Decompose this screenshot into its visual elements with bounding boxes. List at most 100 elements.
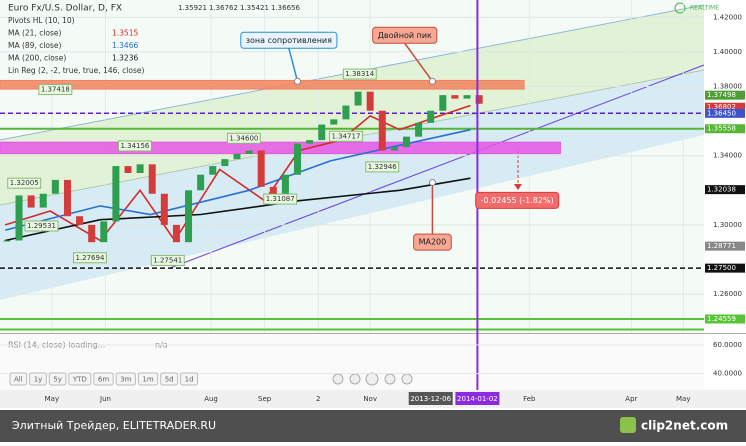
- zone: [0, 79, 525, 90]
- candle: [148, 164, 156, 194]
- ohlc-value: 1.36656: [271, 4, 300, 12]
- annotation-text: -0.02455 (-1.82%): [481, 196, 554, 205]
- indicator-value: 1.3466: [112, 41, 138, 50]
- annotation-box: [475, 191, 560, 209]
- level-label: 1.27694: [72, 252, 107, 264]
- level-label-box: [226, 132, 261, 144]
- range-button[interactable]: 1y: [29, 372, 47, 386]
- level-label-text: 1.32005: [10, 179, 39, 187]
- candle: [427, 110, 435, 123]
- y-tick-label: 1.26000: [713, 290, 742, 298]
- logo-icon: [620, 417, 636, 433]
- candle: [354, 91, 362, 106]
- range-button-label[interactable]: All: [14, 376, 23, 384]
- level-label-box: [7, 177, 42, 189]
- range-button-box[interactable]: [29, 372, 47, 386]
- nav-button[interactable]: [332, 373, 344, 385]
- x-tick-label: 2: [316, 395, 320, 403]
- candle: [209, 166, 217, 175]
- chart-title: Euro Fx/U.S. Dollar, D, FX: [8, 4, 122, 14]
- range-button-box[interactable]: [9, 372, 28, 386]
- price-label-box: [705, 108, 745, 118]
- range-button-box[interactable]: [68, 372, 92, 386]
- x-tick-label: Feb: [523, 395, 536, 403]
- date-mark: 2013-12-06: [410, 395, 451, 403]
- annotation-text: MA200: [419, 238, 447, 247]
- nav-button[interactable]: [365, 372, 379, 386]
- y-tick-label: 1.30000: [713, 221, 742, 229]
- range-button-label[interactable]: 3m: [120, 376, 131, 384]
- range-button-box[interactable]: [48, 372, 67, 386]
- candle: [245, 150, 253, 154]
- price-axis: [704, 0, 746, 408]
- price-label: 1.32038: [707, 186, 736, 194]
- nav-button[interactable]: [384, 373, 396, 385]
- range-button-label[interactable]: 1y: [34, 376, 43, 384]
- price-label: 1.36802: [707, 103, 736, 111]
- range-button[interactable]: 1d: [180, 372, 199, 386]
- date-mark: 2014-01-02: [457, 395, 498, 403]
- candle: [366, 91, 374, 111]
- candle: [306, 140, 314, 144]
- range-button-label[interactable]: YTD: [72, 376, 87, 384]
- range-button-box[interactable]: [160, 372, 179, 386]
- nav-button[interactable]: [349, 373, 361, 385]
- nav-controls[interactable]: [332, 372, 413, 386]
- annotation-box: [372, 26, 438, 44]
- range-button-box[interactable]: [180, 372, 199, 386]
- range-button-label[interactable]: 5y: [53, 376, 62, 384]
- y-tick-label: 1.42000: [713, 13, 742, 21]
- candle: [27, 195, 35, 208]
- range-button[interactable]: All: [9, 372, 28, 386]
- indicator-value: 1.3515: [112, 29, 138, 38]
- regression-upper-band: [0, 5, 704, 205]
- footer-right: clip2net.com: [641, 419, 728, 433]
- candle: [160, 193, 168, 225]
- level-label-box: [342, 68, 377, 80]
- range-button-label[interactable]: 1d: [185, 376, 194, 384]
- candle: [330, 119, 338, 125]
- range-button-box[interactable]: [93, 372, 114, 386]
- candle: [221, 159, 229, 167]
- level-label-box: [38, 84, 73, 96]
- date-mark-box: [455, 392, 500, 405]
- candle: [257, 150, 265, 187]
- range-button-box[interactable]: [137, 372, 159, 386]
- candle: [100, 221, 108, 243]
- range-button[interactable]: 1m: [137, 372, 159, 386]
- nav-button[interactable]: [401, 373, 413, 385]
- indicator-name: Lin Reg (2, -2, true, true, 146, close): [8, 66, 144, 75]
- range-button[interactable]: 3m: [115, 372, 136, 386]
- candle: [475, 95, 483, 104]
- level-label: 1.34717: [328, 130, 363, 142]
- level-label-text: 1.32946: [368, 163, 397, 171]
- price-label-box: [705, 124, 745, 134]
- x-tick-label: May: [676, 395, 690, 403]
- range-button-label[interactable]: 1m: [142, 376, 153, 384]
- level-label-text: 1.34717: [331, 132, 360, 140]
- range-button[interactable]: YTD: [68, 372, 92, 386]
- candle: [390, 147, 398, 151]
- range-button[interactable]: 5d: [160, 372, 179, 386]
- level-label: 1.34600: [226, 132, 261, 144]
- level-label-box: [72, 252, 107, 264]
- range-button-label[interactable]: 5d: [165, 376, 174, 384]
- x-tick-label: May: [45, 395, 59, 403]
- rsi-tick-label: 40.0000: [713, 370, 742, 378]
- x-tick-label: Apr: [625, 395, 637, 403]
- indicator-value: 1.3236: [112, 54, 138, 63]
- candle: [378, 110, 386, 151]
- range-button-label[interactable]: 6m: [98, 376, 109, 384]
- candle: [415, 122, 423, 137]
- level-label: 1.38314: [342, 68, 377, 80]
- range-button[interactable]: 6m: [93, 372, 114, 386]
- range-button[interactable]: 5y: [48, 372, 67, 386]
- level-label: 1.32946: [365, 161, 400, 173]
- annotation-box: [240, 31, 338, 49]
- range-button-box[interactable]: [115, 372, 136, 386]
- annotation-anchor: [428, 77, 436, 85]
- ohlc-value: 1.35421: [240, 4, 269, 12]
- level-label: 1.31087: [263, 193, 298, 205]
- ohlc-value: 1.36762: [209, 4, 238, 12]
